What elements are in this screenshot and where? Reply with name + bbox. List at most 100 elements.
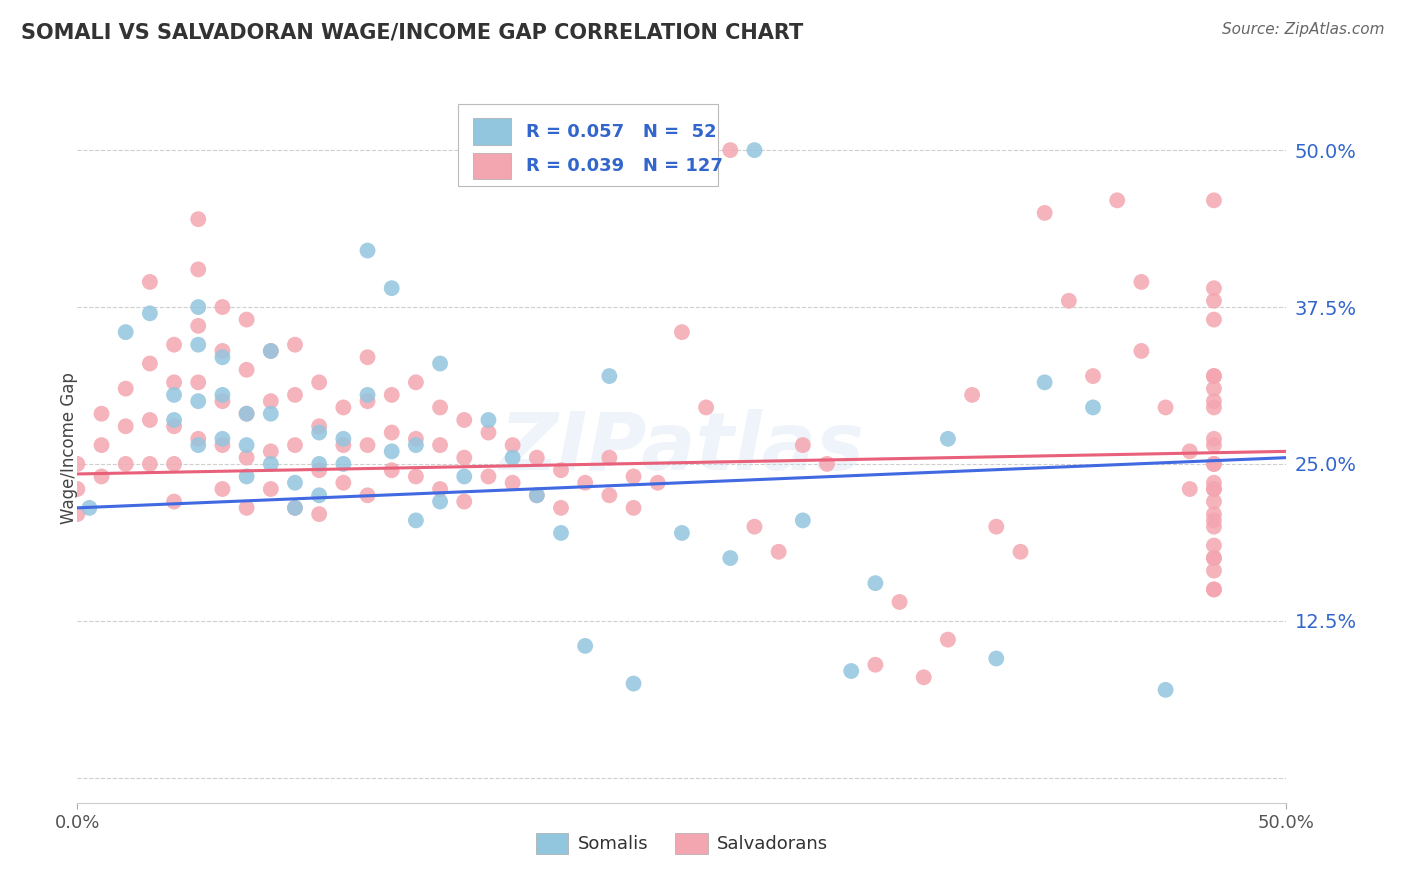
Point — [1202, 369, 1225, 384]
Point — [526, 450, 548, 465]
Y-axis label: Wage/Income Gap: Wage/Income Gap — [60, 372, 77, 524]
Point — [623, 676, 645, 690]
Point — [744, 519, 766, 533]
Point — [429, 494, 451, 508]
Point — [381, 463, 404, 477]
Point — [1202, 551, 1225, 566]
Point — [1130, 343, 1153, 358]
Point — [1202, 438, 1225, 452]
Point — [550, 500, 572, 515]
Point — [1202, 519, 1225, 533]
Point — [187, 212, 209, 227]
Point — [139, 306, 162, 320]
Point — [211, 432, 233, 446]
Point — [381, 281, 404, 295]
FancyBboxPatch shape — [458, 104, 718, 186]
Point — [211, 300, 233, 314]
Point — [718, 551, 741, 566]
Bar — [472, 119, 512, 145]
Point — [163, 337, 186, 351]
Point — [936, 432, 959, 446]
Point — [187, 432, 209, 446]
Point — [1202, 551, 1225, 566]
Point — [792, 513, 814, 527]
Point — [574, 475, 596, 490]
Point — [163, 457, 186, 471]
Point — [284, 337, 307, 351]
Point — [1202, 513, 1225, 527]
Point — [1202, 394, 1225, 409]
Point — [550, 525, 572, 540]
Point — [526, 488, 548, 502]
Point — [1033, 376, 1056, 390]
Point — [598, 450, 620, 465]
Point — [671, 325, 693, 339]
Point — [163, 388, 186, 402]
Point — [477, 413, 499, 427]
Point — [79, 500, 101, 515]
Point — [550, 463, 572, 477]
Point — [647, 475, 669, 490]
Point — [1033, 206, 1056, 220]
Point — [332, 438, 354, 452]
Point — [187, 262, 209, 277]
Point — [1202, 401, 1225, 415]
Point — [429, 401, 451, 415]
Point — [598, 369, 620, 384]
Text: SOMALI VS SALVADORAN WAGE/INCOME GAP CORRELATION CHART: SOMALI VS SALVADORAN WAGE/INCOME GAP COR… — [21, 22, 803, 42]
Point — [381, 444, 404, 458]
Point — [163, 419, 186, 434]
Point — [308, 463, 330, 477]
Point — [284, 388, 307, 402]
Point — [1202, 494, 1225, 508]
Point — [1130, 275, 1153, 289]
Point — [477, 425, 499, 440]
Point — [405, 432, 427, 446]
Point — [623, 500, 645, 515]
Point — [308, 425, 330, 440]
Point — [187, 438, 209, 452]
Point — [235, 469, 257, 483]
Point — [235, 450, 257, 465]
Point — [308, 507, 330, 521]
Point — [1178, 482, 1201, 496]
Point — [332, 475, 354, 490]
Point — [284, 438, 307, 452]
Point — [284, 500, 307, 515]
Point — [477, 469, 499, 483]
Point — [1202, 457, 1225, 471]
Point — [163, 494, 186, 508]
Point — [187, 394, 209, 409]
Point — [235, 407, 257, 421]
Point — [211, 343, 233, 358]
Point — [453, 469, 475, 483]
Point — [1202, 432, 1225, 446]
Point — [139, 275, 162, 289]
Point — [211, 482, 233, 496]
Point — [1057, 293, 1080, 308]
Point — [356, 350, 378, 364]
Point — [260, 482, 283, 496]
Point — [429, 438, 451, 452]
Legend: Somalis, Salvadorans: Somalis, Salvadorans — [529, 826, 835, 861]
Point — [1202, 457, 1225, 471]
Point — [332, 457, 354, 471]
Point — [1202, 539, 1225, 553]
Point — [744, 143, 766, 157]
Point — [986, 651, 1008, 665]
Point — [235, 500, 257, 515]
Point — [211, 388, 233, 402]
Point — [139, 357, 162, 371]
Point — [356, 394, 378, 409]
Point — [163, 376, 186, 390]
Point — [356, 244, 378, 258]
Point — [986, 519, 1008, 533]
Point — [308, 457, 330, 471]
Point — [574, 639, 596, 653]
Point — [211, 438, 233, 452]
Point — [839, 664, 862, 678]
Point — [1154, 682, 1177, 697]
Point — [163, 413, 186, 427]
Point — [1081, 401, 1104, 415]
Point — [865, 576, 887, 591]
